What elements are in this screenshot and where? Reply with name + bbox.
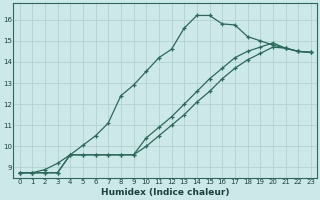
X-axis label: Humidex (Indice chaleur): Humidex (Indice chaleur): [101, 188, 229, 197]
